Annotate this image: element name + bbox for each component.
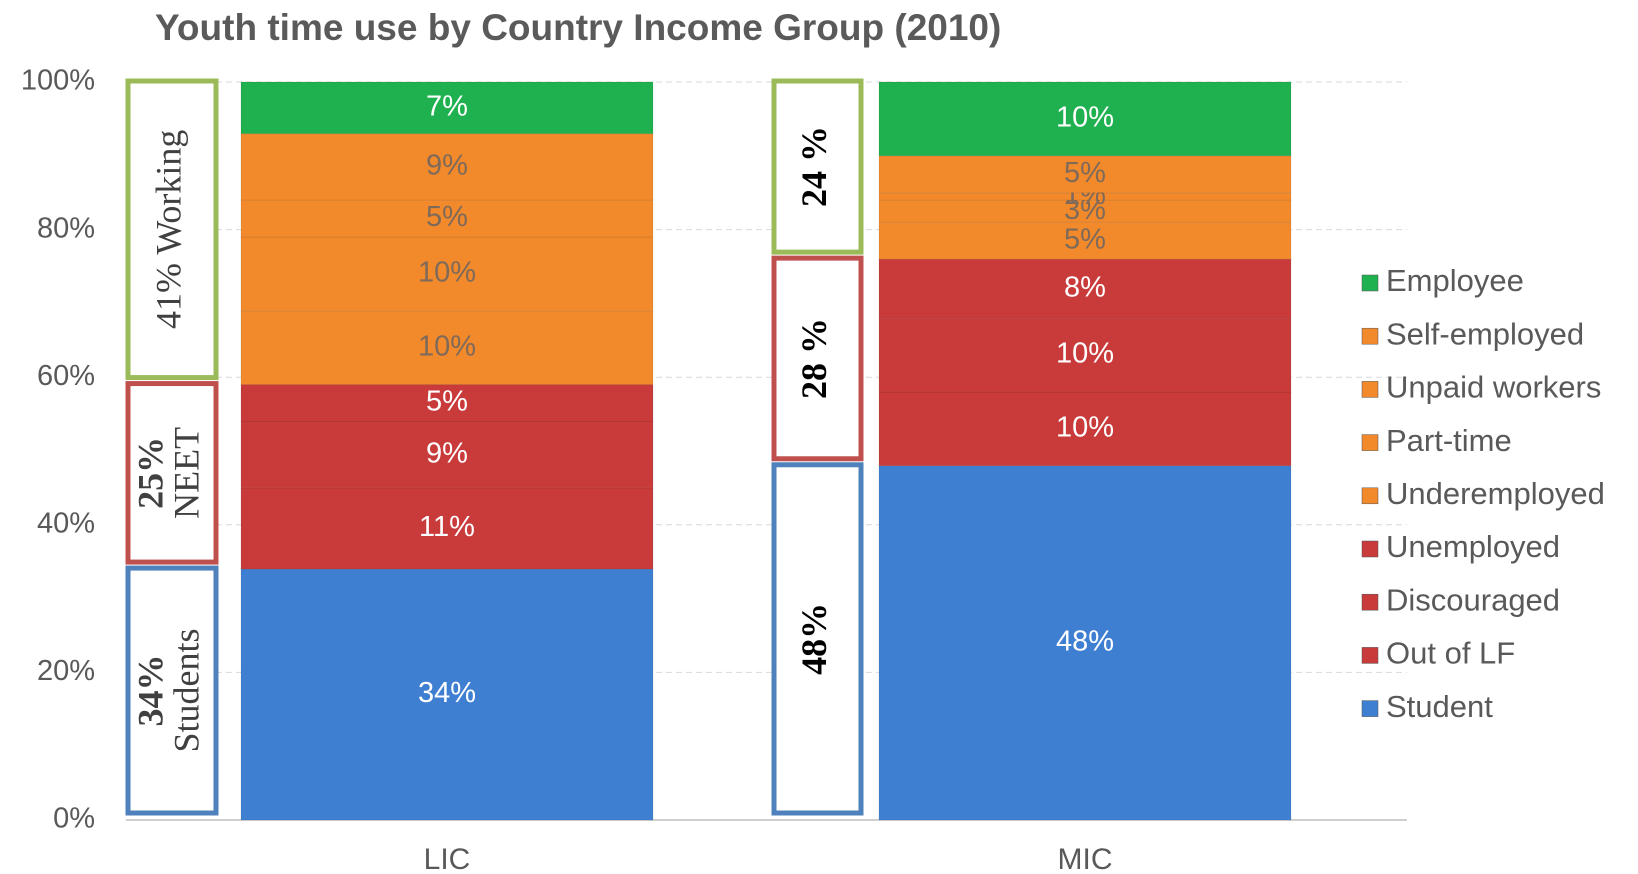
data-label: 34% (418, 677, 476, 709)
bar-segment (240, 81, 654, 135)
annotation-text: 48% (794, 603, 834, 675)
legend-label: Self-employed (1386, 316, 1584, 351)
annotation-box (771, 255, 864, 462)
annotation-text: 24 % (794, 126, 834, 207)
data-label: 10% (1056, 338, 1114, 370)
data-label: 5% (426, 201, 468, 233)
legend-swatch (1361, 327, 1379, 345)
annotation-text: 41% Working (148, 130, 188, 329)
legend-swatch (1361, 700, 1379, 717)
annotation-box (125, 565, 219, 816)
y-tick-label: 80% (37, 212, 95, 244)
bar-segment (240, 310, 654, 386)
annotation-text: 28 % (794, 318, 834, 399)
data-label: 10% (418, 257, 476, 289)
data-label: 11% (419, 511, 475, 543)
legend-swatch (1361, 647, 1379, 664)
legend-label: Part-time (1386, 423, 1512, 458)
y-tick-label: 0% (53, 803, 95, 835)
bar-segment (240, 133, 654, 201)
bar-segment (878, 391, 1292, 467)
legend-label: Student (1386, 689, 1493, 724)
legend-label: Employee (1386, 263, 1524, 298)
annotation-box (771, 78, 864, 255)
annotation-box (771, 462, 864, 816)
legend-label: Unpaid workers (1386, 370, 1601, 405)
annotation-text: 34% (130, 655, 170, 727)
x-tick-label: MIC (1058, 843, 1113, 874)
bar-segment (878, 317, 1292, 393)
chart-title: Youth time use by Country Income Group (… (155, 7, 1001, 48)
y-tick-label: 60% (37, 360, 95, 392)
data-label: 9% (426, 437, 468, 469)
data-label: 9% (426, 150, 468, 182)
data-label: 7% (426, 90, 468, 122)
legend-swatch (1361, 540, 1379, 558)
data-label: 10% (418, 330, 476, 362)
data-label: 8% (1064, 271, 1106, 303)
data-label: 10% (1056, 412, 1114, 444)
annotation-box (125, 78, 219, 381)
y-tick-label: 20% (37, 655, 95, 687)
data-label: 5% (1064, 157, 1106, 189)
data-label: 10% (1056, 102, 1114, 134)
legend-label: Underemployed (1386, 476, 1605, 511)
x-tick-label: LIC (424, 843, 471, 874)
data-label: 5% (1064, 223, 1106, 255)
legend-label: Out of LF (1386, 636, 1515, 671)
legend-swatch (1361, 593, 1379, 611)
legend-swatch (1361, 434, 1379, 451)
annotation-text: Students (166, 629, 206, 753)
data-label: 5% (426, 386, 468, 418)
bar-segment (878, 221, 1292, 260)
legend-swatch (1361, 274, 1379, 292)
bar-segment (878, 81, 1292, 157)
bar-segment (240, 420, 654, 489)
legend-swatch (1361, 487, 1379, 505)
annotation-box (125, 381, 219, 565)
y-tick-label: 40% (37, 507, 95, 539)
bar-segment (878, 155, 1292, 194)
bar-segment (878, 465, 1292, 821)
y-tick-label: 100% (21, 65, 95, 97)
legend-label: Unemployed (1386, 529, 1560, 564)
data-label: 48% (1056, 626, 1114, 658)
annotation-text: 25% (130, 437, 170, 509)
bar-segment (240, 568, 654, 821)
legend-swatch (1361, 381, 1379, 398)
annotation-text: NEET (166, 427, 206, 519)
legend-label: Discouraged (1386, 582, 1560, 617)
bar-segment (240, 384, 654, 422)
bar-segment (240, 199, 654, 238)
bar-segment (240, 236, 654, 312)
